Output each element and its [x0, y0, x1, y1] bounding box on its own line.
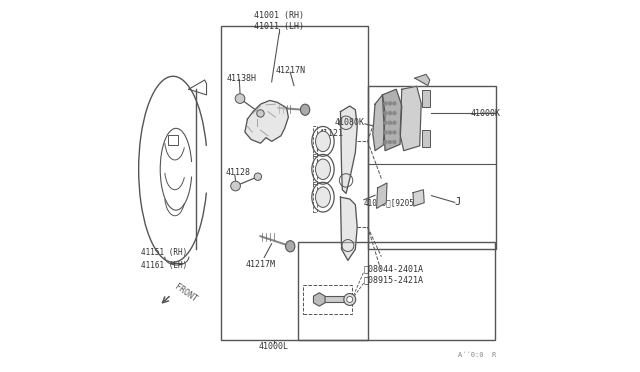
Ellipse shape: [316, 131, 330, 152]
Polygon shape: [383, 89, 402, 151]
Bar: [312, 182, 317, 212]
Text: A´´0:0  R: A´´0:0 R: [458, 352, 496, 358]
Text: 41151 (RH): 41151 (RH): [141, 248, 188, 257]
Circle shape: [393, 112, 396, 115]
Polygon shape: [314, 293, 325, 306]
Circle shape: [388, 102, 392, 105]
Bar: [312, 126, 317, 156]
Text: Ⓑ08044-2401A: Ⓑ08044-2401A: [363, 264, 423, 273]
Text: 41080K: 41080K: [335, 118, 365, 127]
Circle shape: [257, 110, 264, 117]
Text: 41161 (LH): 41161 (LH): [141, 262, 188, 270]
Bar: [422, 130, 431, 147]
Circle shape: [384, 102, 387, 105]
Circle shape: [344, 294, 356, 305]
Circle shape: [384, 141, 387, 144]
Ellipse shape: [300, 104, 310, 115]
Polygon shape: [340, 106, 357, 193]
Text: FRONT: FRONT: [173, 282, 198, 304]
Polygon shape: [400, 86, 421, 151]
Text: 41128: 41128: [225, 169, 250, 177]
Circle shape: [254, 173, 262, 180]
Circle shape: [388, 131, 392, 134]
Circle shape: [393, 141, 396, 144]
Text: 41138H: 41138H: [227, 74, 256, 83]
Polygon shape: [413, 190, 424, 206]
Circle shape: [235, 94, 245, 103]
Ellipse shape: [316, 159, 330, 179]
Circle shape: [384, 131, 387, 134]
Text: 41003ℓ[9205-: 41003ℓ[9205-: [364, 198, 419, 207]
Bar: [168, 135, 178, 145]
Text: 41000K: 41000K: [470, 109, 500, 118]
Text: 41217M: 41217M: [246, 260, 276, 269]
Polygon shape: [340, 197, 357, 260]
Text: Ⓥ08915-2421A: Ⓥ08915-2421A: [363, 275, 423, 284]
Circle shape: [393, 131, 396, 134]
Circle shape: [231, 181, 241, 191]
Circle shape: [384, 121, 387, 124]
Bar: [312, 154, 317, 184]
Text: J: J: [454, 198, 460, 207]
Bar: [422, 90, 431, 107]
Ellipse shape: [316, 187, 330, 208]
Polygon shape: [373, 95, 385, 151]
Text: 41000L: 41000L: [259, 342, 289, 351]
Polygon shape: [415, 74, 429, 86]
Ellipse shape: [285, 241, 295, 252]
Text: 41217N: 41217N: [275, 66, 305, 75]
Polygon shape: [376, 183, 387, 208]
Text: 41001 (RH): 41001 (RH): [254, 11, 304, 20]
Bar: [221, 26, 369, 340]
Polygon shape: [245, 100, 289, 143]
Bar: [298, 242, 495, 340]
Circle shape: [388, 121, 392, 124]
Text: 41011 (LH): 41011 (LH): [254, 22, 304, 31]
Bar: [320, 296, 348, 302]
Circle shape: [384, 112, 387, 115]
Text: 41121: 41121: [318, 129, 343, 138]
Circle shape: [347, 296, 353, 302]
Circle shape: [393, 121, 396, 124]
Circle shape: [393, 102, 396, 105]
Bar: [303, 285, 351, 314]
Bar: [367, 86, 496, 249]
Circle shape: [388, 141, 392, 144]
Circle shape: [388, 112, 392, 115]
